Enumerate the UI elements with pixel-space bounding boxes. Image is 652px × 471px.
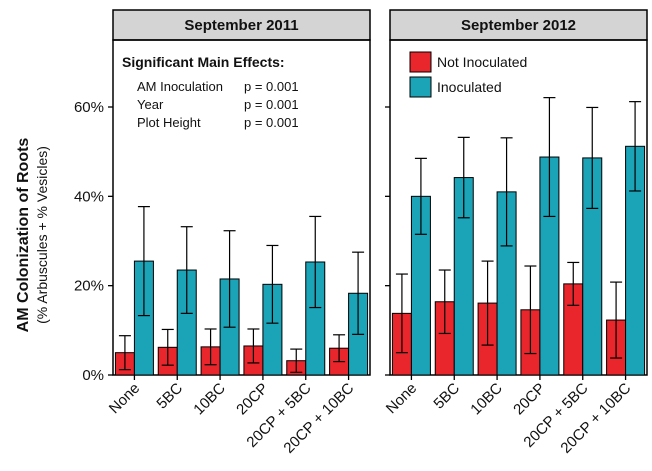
category-label: 20CP <box>233 380 272 419</box>
strip-2011 <box>112 9 371 41</box>
legend-label-inoculated: Inoculated <box>437 79 502 95</box>
category-label: 5BC <box>153 380 186 413</box>
stats-title: Significant Main Effects: <box>122 54 285 70</box>
legend-swatch-inoculated <box>409 76 432 98</box>
bars-2011 <box>114 206 369 376</box>
stat-label-height: Plot Height <box>137 115 201 130</box>
category-label: 20CP <box>510 380 549 419</box>
y-tick-label: 60% <box>74 99 104 116</box>
category-label: 5BC <box>430 380 463 413</box>
legend-swatch-not-inoculated <box>409 51 432 73</box>
stat-label-year: Year <box>137 97 164 112</box>
panel-2011: September 2011 0% 20% 40% 60% None 5BC 10BC 20… <box>74 9 371 457</box>
category-label: 10BC <box>467 380 506 419</box>
y-axis-ticks: 0% 20% 40% 60% <box>74 99 113 384</box>
y-axis-label: AM Colonization of Roots <box>15 138 32 333</box>
stat-value-year: p = 0.001 <box>244 97 299 112</box>
y-axis-sublabel: (% Arbuscules + % Vesicles) <box>34 146 50 324</box>
category-label: None <box>383 380 420 417</box>
stat-value-inoculation: p = 0.001 <box>244 79 299 94</box>
strip-title-2012: September 2012 <box>461 17 576 34</box>
y-axis-ticks-2012 <box>385 106 390 376</box>
y-tick-label: 0% <box>82 367 104 384</box>
category-label: 10BC <box>190 380 229 419</box>
plot-frame-2012 <box>389 39 648 376</box>
plot-frame-2011 <box>112 39 371 376</box>
y-tick-label: 40% <box>74 188 104 205</box>
bars-2012 <box>391 97 646 376</box>
y-tick-label: 20% <box>74 278 104 295</box>
stat-value-height: p = 0.001 <box>244 115 299 130</box>
stat-label-inoculation: AM Inoculation <box>137 79 223 94</box>
strip-title-2011: September 2011 <box>184 17 298 34</box>
legend-label-not-inoculated: Not Inoculated <box>437 54 527 70</box>
legend: Not Inoculated Inoculated <box>409 51 527 98</box>
stats-annotation: Significant Main Effects: AM Inoculation… <box>122 54 299 130</box>
category-label: None <box>106 380 143 417</box>
